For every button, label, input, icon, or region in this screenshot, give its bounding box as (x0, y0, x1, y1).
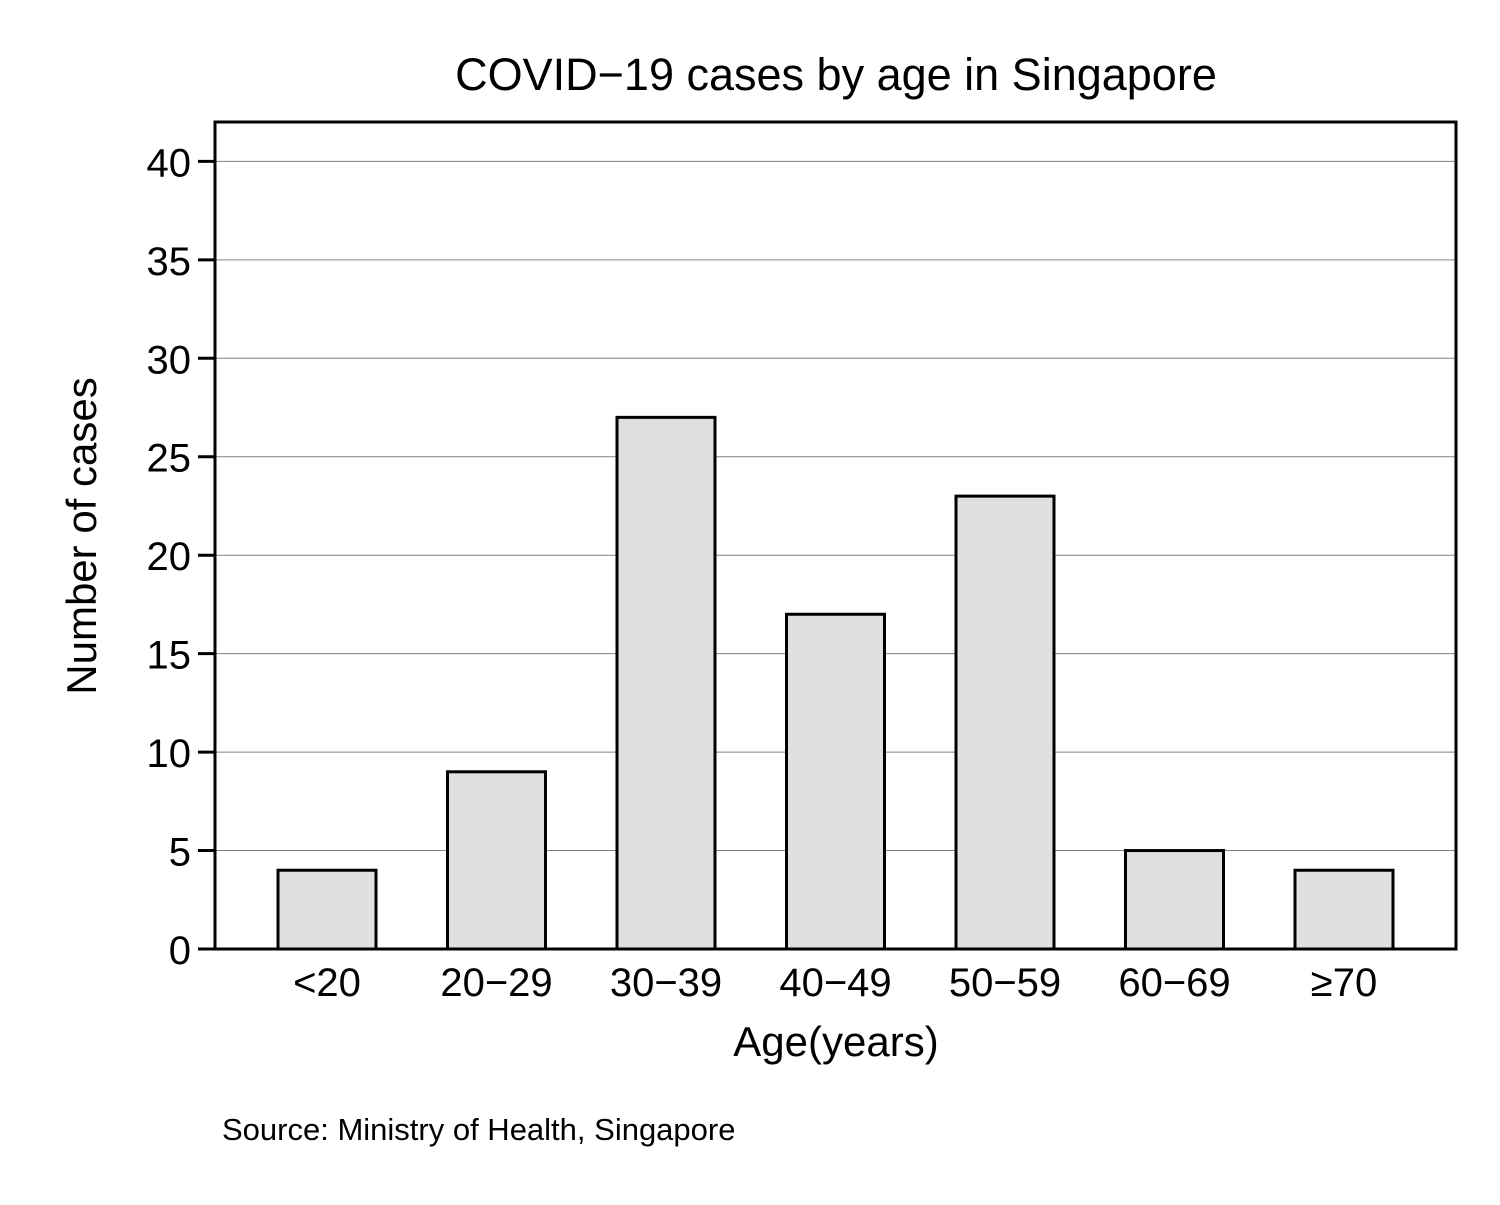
x-tick-label: 50−59 (949, 961, 1061, 1005)
x-axis-label: Age(years) (733, 1018, 938, 1065)
y-axis-ticks: 0 5 10 15 20 25 30 35 40 (147, 141, 215, 973)
bar (276, 868, 378, 951)
x-tick-label: ≥70 (1311, 961, 1377, 1005)
x-tick-label: 60−69 (1118, 961, 1230, 1005)
y-tick-label: 25 (147, 437, 192, 481)
x-tick-label: 20−29 (440, 961, 552, 1005)
bar (446, 770, 547, 951)
y-axis-label: Number of cases (58, 377, 105, 694)
y-tick-label: 40 (147, 141, 192, 185)
bar (954, 494, 1056, 951)
plot-frame (213, 120, 1458, 951)
bars (276, 415, 1395, 951)
y-tick-label: 10 (147, 732, 192, 776)
x-tick-label: 40−49 (779, 961, 891, 1005)
bar (785, 612, 886, 951)
y-tick-label: 0 (169, 929, 191, 973)
chart-title: COVID−19 cases by age in Singapore (455, 49, 1217, 100)
y-tick-label: 15 (147, 634, 192, 678)
source-note: Source: Ministry of Health, Singapore (222, 1112, 736, 1147)
x-tick-label: 30−39 (610, 961, 722, 1005)
y-tick-label: 20 (147, 535, 192, 579)
y-tick-label: 5 (169, 831, 191, 875)
bar (1124, 849, 1225, 951)
y-tick-label: 30 (147, 338, 192, 382)
bar (1293, 868, 1395, 951)
y-tick-label: 35 (147, 240, 192, 284)
x-tick-label: <20 (293, 961, 361, 1005)
bar (615, 415, 717, 951)
x-axis-ticks: <20 20−29 30−39 40−49 50−59 60−69 ≥70 (293, 961, 1377, 1005)
